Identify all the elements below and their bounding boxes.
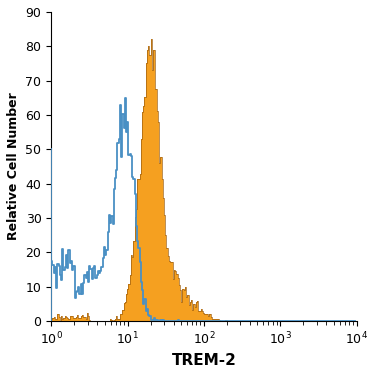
Y-axis label: Relative Cell Number: Relative Cell Number — [7, 93, 20, 240]
X-axis label: TREM-2: TREM-2 — [171, 353, 236, 368]
